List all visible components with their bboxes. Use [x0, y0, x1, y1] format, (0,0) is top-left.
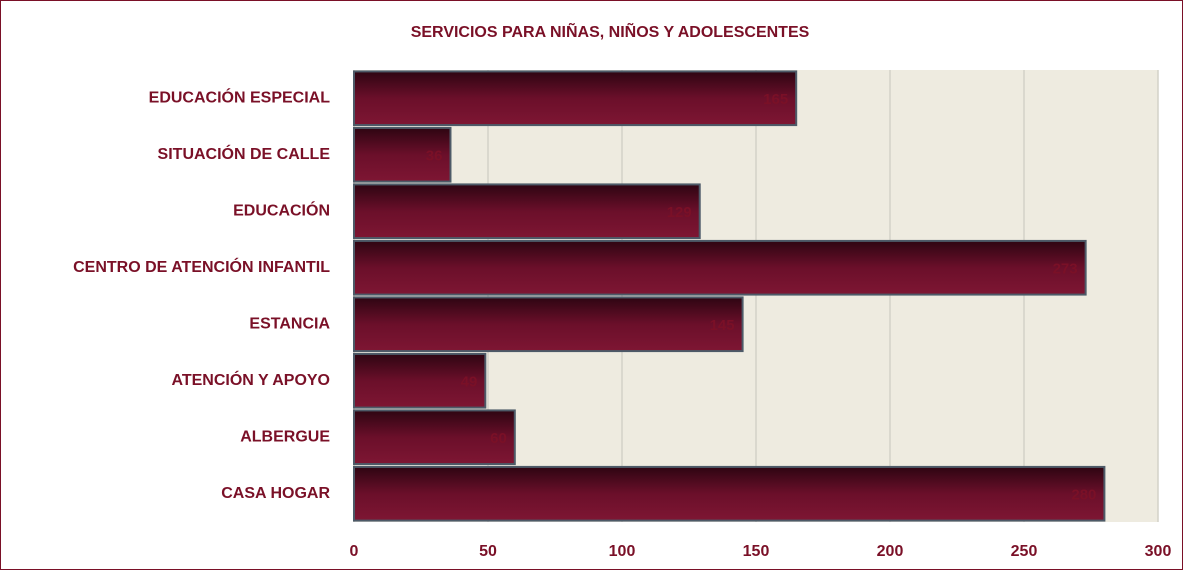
y-tick-label: ESTANCIA [249, 315, 330, 332]
y-tick-label: CENTRO DE ATENCIÓN INFANTIL [73, 257, 330, 276]
x-tick-label: 100 [609, 543, 636, 560]
bar [353, 352, 487, 409]
x-tick-label: 200 [877, 543, 904, 560]
bar [353, 183, 701, 240]
data-label: 165 [763, 91, 788, 108]
x-tick-label: 250 [1011, 543, 1038, 560]
data-label: 273 [1053, 261, 1078, 278]
data-label: 145 [710, 317, 735, 334]
data-label: 36 [426, 148, 443, 165]
bar [353, 239, 1087, 296]
chart-title: SERVICIOS PARA NIÑAS, NIÑOS Y ADOLESCENT… [411, 21, 810, 41]
y-tick-label: EDUCACIÓN [233, 200, 330, 219]
x-tick-label: 50 [479, 543, 497, 560]
bar [353, 70, 798, 127]
y-tick-label: SITUACIÓN DE CALLE [158, 144, 331, 163]
data-label: 60 [490, 430, 507, 447]
y-tick-label: EDUCACIÓN ESPECIAL [149, 87, 331, 106]
data-label: 280 [1071, 487, 1096, 504]
y-tick-label: ATENCIÓN Y APOYO [171, 370, 330, 389]
y-tick-label: ALBERGUE [240, 428, 330, 445]
bar [353, 409, 516, 466]
bar [353, 126, 452, 183]
bar [353, 465, 1106, 522]
y-tick-label: CASA HOGAR [221, 485, 330, 502]
data-label: 129 [667, 204, 692, 221]
x-tick-label: 150 [743, 543, 770, 560]
data-label: 49 [461, 374, 478, 391]
bar [353, 296, 744, 353]
x-tick-label: 0 [350, 543, 359, 560]
x-tick-label: 300 [1145, 543, 1172, 560]
